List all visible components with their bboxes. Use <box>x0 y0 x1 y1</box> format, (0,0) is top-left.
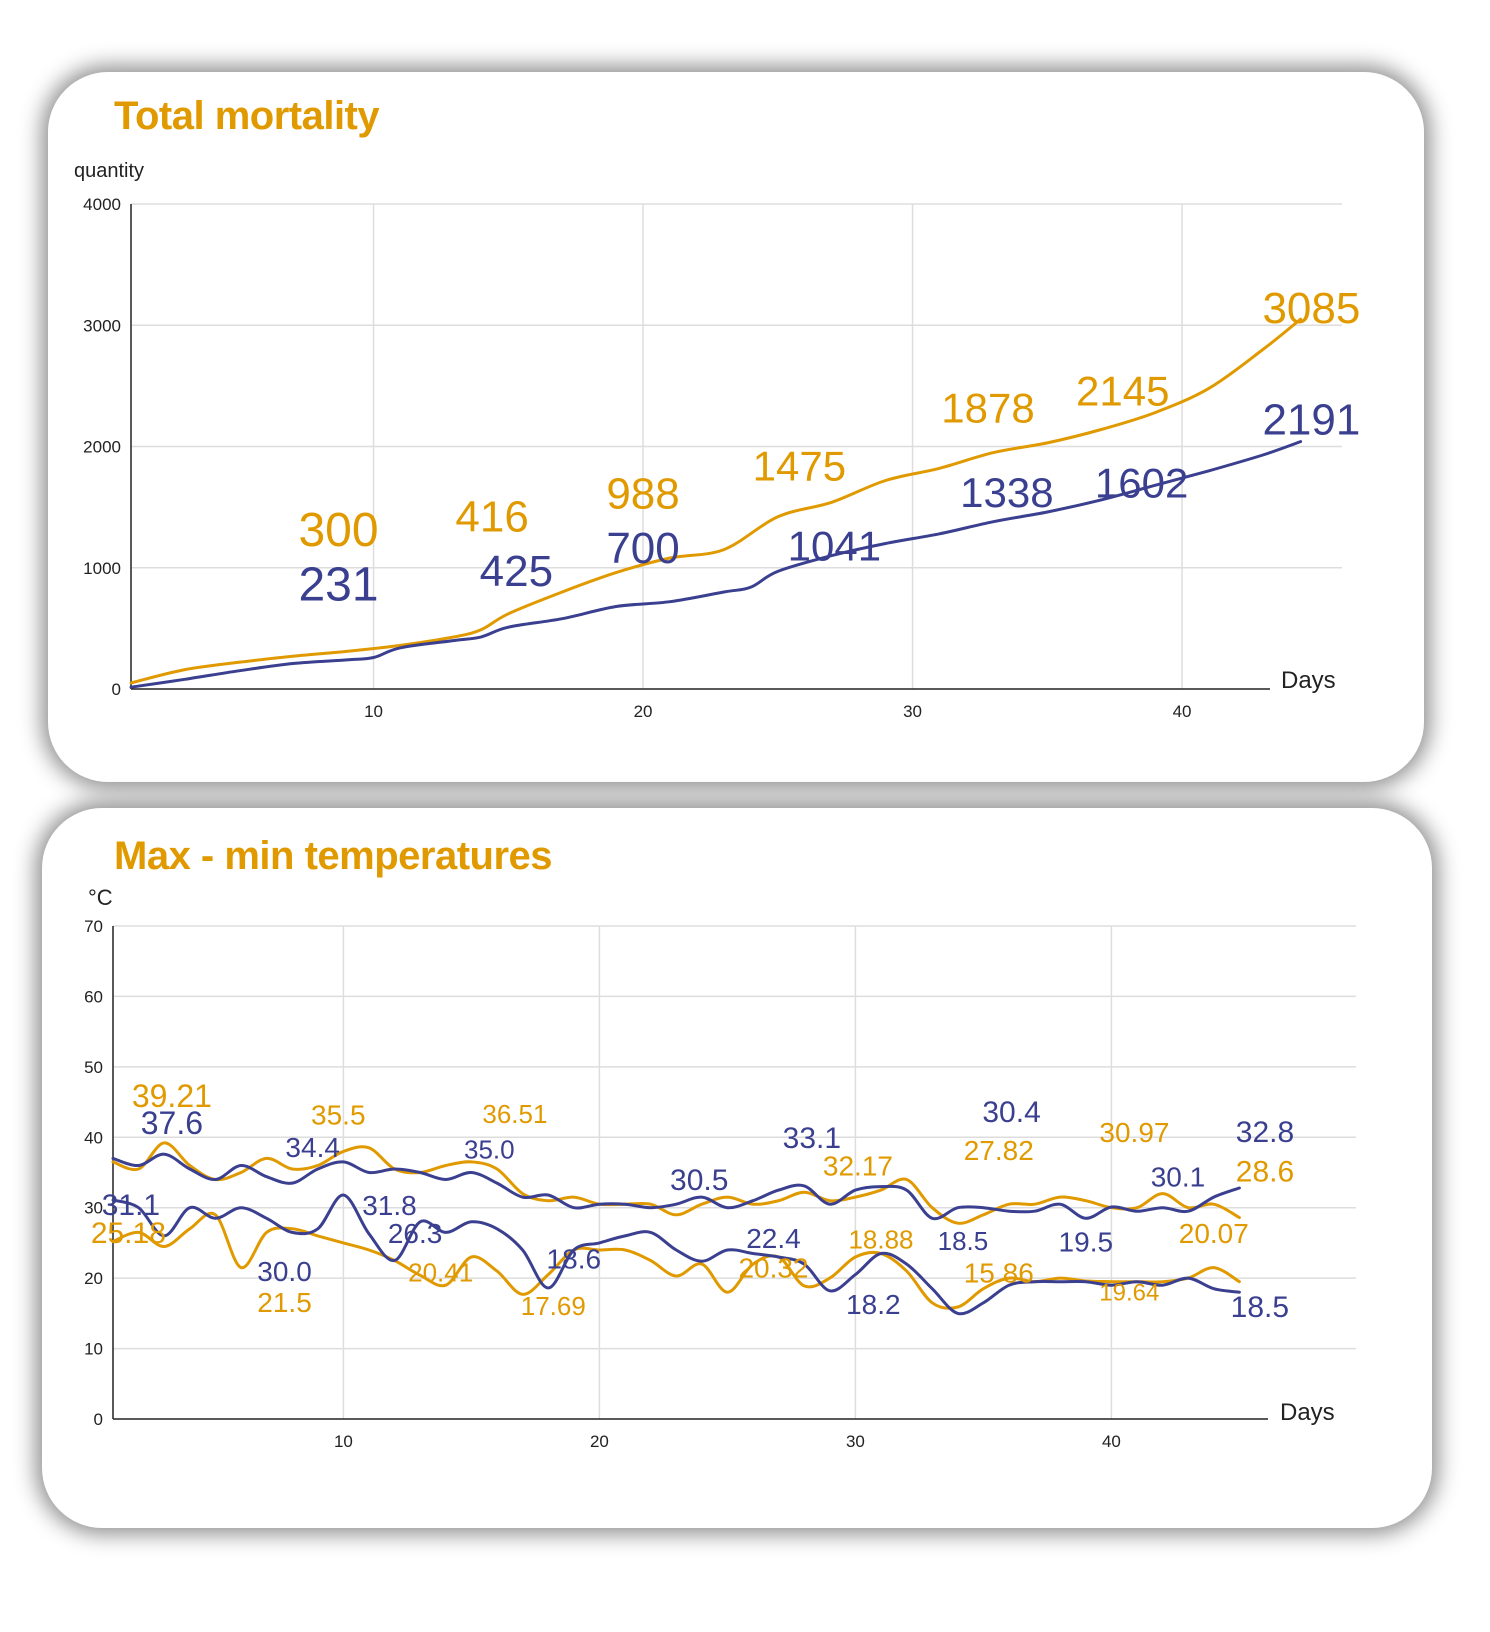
y-tick-label: 2000 <box>83 438 121 457</box>
data-label: 416 <box>455 492 528 541</box>
data-label: 33.1 <box>783 1122 841 1155</box>
y-axis-title: quantity <box>74 160 144 182</box>
data-label: 21.5 <box>257 1287 312 1318</box>
y-tick-label: 0 <box>112 680 121 699</box>
data-label: 37.6 <box>141 1105 203 1141</box>
data-label: 28.6 <box>1236 1156 1294 1189</box>
data-label: 35.5 <box>311 1100 366 1131</box>
mortality-chart-card: Total mortality 0 1000 2000 3000 4000 10 20 30 4… <box>48 72 1424 782</box>
data-label: 30.0 <box>257 1256 312 1287</box>
data-label: 25.18 <box>91 1217 166 1250</box>
series-line <box>111 1193 1241 1316</box>
data-label: 2191 <box>1262 395 1360 444</box>
x-tick-label: 30 <box>846 1432 865 1451</box>
x-tick-label: 10 <box>334 1432 353 1451</box>
data-label: 700 <box>606 524 679 573</box>
data-label: 15.86 <box>964 1257 1034 1288</box>
temperatures-chart-card: Max - min temperatures 0 10 20 30 40 50 60 70 10… <box>42 808 1432 1528</box>
data-label: 20.41 <box>408 1258 473 1288</box>
chart-title: Max - min temperatures <box>114 834 553 878</box>
data-label: 22.4 <box>746 1223 801 1254</box>
series-line <box>111 1211 1241 1310</box>
data-label: 36.51 <box>482 1099 547 1129</box>
data-label: 2145 <box>1076 367 1169 414</box>
y-tick-label: 40 <box>84 1128 103 1147</box>
data-label: 39.21 <box>132 1078 212 1114</box>
data-label: 30.97 <box>1099 1117 1169 1148</box>
data-label: 17.69 <box>521 1291 586 1321</box>
x-tick-label: 40 <box>1173 702 1192 721</box>
y-tick-label: 70 <box>84 917 103 936</box>
data-label: 26.3 <box>388 1218 443 1249</box>
series-line <box>111 1152 1241 1221</box>
y-tick-label: 50 <box>84 1058 103 1077</box>
x-axis-title: Days <box>1281 667 1336 694</box>
y-axis-title: °C <box>88 885 113 910</box>
data-label: 3085 <box>1262 284 1360 333</box>
data-label: 18.88 <box>848 1225 913 1255</box>
y-tick-label: 3000 <box>83 316 121 335</box>
data-label: 1338 <box>960 469 1053 516</box>
data-label: 300 <box>298 504 378 557</box>
data-label: 30.5 <box>670 1164 728 1197</box>
data-label: 425 <box>480 547 553 596</box>
data-label: 18.6 <box>547 1243 602 1274</box>
y-tick-label: 0 <box>94 1410 103 1429</box>
data-label: 27.82 <box>964 1135 1034 1166</box>
data-label: 18.2 <box>846 1289 901 1320</box>
x-axis-title: Days <box>1280 1399 1335 1426</box>
data-label: 1475 <box>753 442 846 489</box>
x-tick-label: 20 <box>590 1432 609 1451</box>
y-tick-label: 30 <box>84 1199 103 1218</box>
y-tick-label: 10 <box>84 1340 103 1359</box>
chart-title: Total mortality <box>114 94 380 138</box>
x-tick-label: 20 <box>634 702 653 721</box>
x-tick-label: 10 <box>364 702 383 721</box>
series-line <box>111 1141 1241 1225</box>
data-label: 19.64 <box>1099 1280 1159 1307</box>
y-tick-label: 1000 <box>83 559 121 578</box>
data-label: 18.5 <box>938 1226 989 1256</box>
data-label: 1602 <box>1095 459 1188 506</box>
data-label: 20.32 <box>738 1252 808 1283</box>
y-tick-label: 4000 <box>83 195 121 214</box>
data-label: 988 <box>606 469 679 518</box>
data-label: 19.5 <box>1059 1226 1114 1257</box>
data-label: 34.4 <box>285 1132 340 1163</box>
data-label: 30.4 <box>982 1096 1040 1129</box>
data-label: 18.5 <box>1231 1291 1289 1324</box>
series-line <box>129 317 1303 685</box>
data-label: 231 <box>298 558 378 611</box>
x-tick-label: 30 <box>903 702 922 721</box>
data-label: 32.17 <box>823 1150 893 1181</box>
x-tick-label: 40 <box>1102 1432 1121 1451</box>
data-label: 1041 <box>788 522 881 569</box>
data-label: 30.1 <box>1151 1162 1206 1193</box>
mortality-chart: 0 1000 2000 3000 4000 10 20 30 40 quantity Days 300… <box>74 160 1360 721</box>
series-line <box>129 440 1303 689</box>
data-label: 31.1 <box>102 1189 160 1222</box>
data-label: 35.0 <box>464 1134 515 1164</box>
y-tick-label: 60 <box>84 987 103 1006</box>
data-label: 20.07 <box>1179 1218 1249 1249</box>
data-label: 31.8 <box>362 1190 417 1221</box>
data-label: 32.8 <box>1236 1116 1294 1149</box>
y-tick-label: 20 <box>84 1269 103 1288</box>
data-label: 1878 <box>941 384 1034 431</box>
